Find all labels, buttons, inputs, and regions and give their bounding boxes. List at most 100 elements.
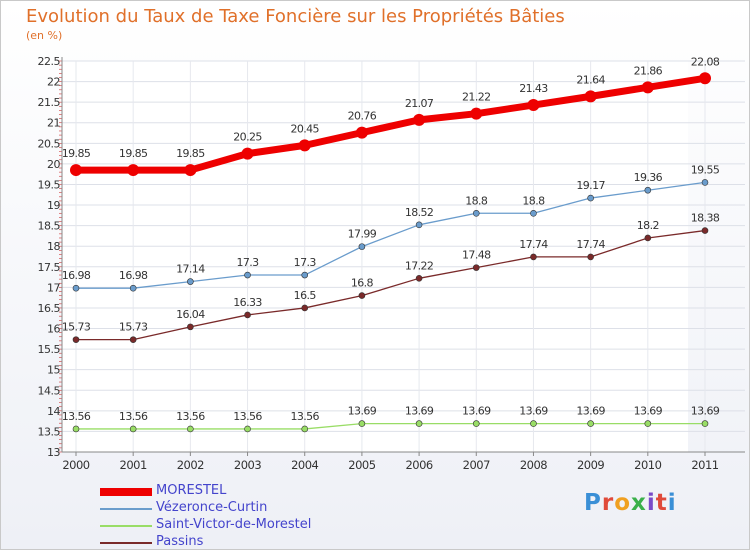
data-label: 13.69 bbox=[691, 405, 720, 418]
data-point bbox=[470, 107, 483, 120]
data-label: 16.98 bbox=[119, 269, 148, 282]
data-label: 13.56 bbox=[233, 410, 262, 423]
x-tick-label: 2009 bbox=[577, 458, 604, 472]
x-tick-label: 2005 bbox=[348, 458, 375, 472]
x-tick-label: 2007 bbox=[463, 458, 490, 472]
data-label: 17.22 bbox=[405, 259, 434, 272]
y-tick-label: 13.5 bbox=[38, 425, 61, 438]
data-point bbox=[358, 420, 366, 427]
data-label: 17.3 bbox=[294, 256, 317, 269]
data-label: 18.8 bbox=[522, 194, 545, 207]
logo-letter: P bbox=[584, 490, 602, 516]
legend-label: Saint-Victor-de-Morestel bbox=[156, 517, 312, 532]
y-tick-label: 20 bbox=[47, 158, 60, 171]
legend-label: Vézeronce-Curtin bbox=[156, 500, 268, 515]
data-point bbox=[72, 336, 80, 343]
data-label: 13.56 bbox=[290, 410, 319, 423]
data-label: 17.99 bbox=[348, 228, 377, 241]
x-tick-label: 2004 bbox=[291, 458, 318, 472]
data-point bbox=[587, 194, 594, 202]
data-point bbox=[244, 425, 251, 433]
data-point bbox=[358, 243, 366, 250]
data-label: 13.69 bbox=[519, 405, 548, 418]
data-point bbox=[527, 99, 540, 112]
data-label: 15.73 bbox=[119, 321, 148, 334]
data-point bbox=[701, 420, 709, 427]
data-point bbox=[701, 179, 709, 186]
logo-letter: o bbox=[614, 490, 632, 516]
legend-swatch bbox=[100, 542, 152, 544]
data-point bbox=[701, 227, 709, 234]
data-label: 20.25 bbox=[233, 131, 262, 144]
data-label: 17.3 bbox=[236, 256, 259, 269]
unit-label: (en %) bbox=[26, 29, 63, 42]
y-tick-label: 15 bbox=[47, 364, 60, 377]
y-tick-label: 19.5 bbox=[38, 178, 61, 191]
data-point bbox=[530, 420, 537, 427]
chart-title: Evolution du Taux de Taxe Foncière sur l… bbox=[26, 6, 565, 27]
data-label: 19.85 bbox=[119, 147, 148, 160]
data-point bbox=[127, 164, 140, 177]
y-tick-label: 15.5 bbox=[38, 343, 61, 356]
data-point bbox=[355, 126, 368, 139]
data-label: 17.74 bbox=[519, 238, 548, 251]
data-label: 13.69 bbox=[576, 405, 605, 418]
data-point bbox=[72, 284, 80, 292]
data-point bbox=[587, 253, 594, 261]
data-point bbox=[298, 139, 311, 152]
x-tick-label: 2008 bbox=[520, 458, 547, 472]
data-label: 13.69 bbox=[462, 405, 491, 418]
x-tick-label: 2006 bbox=[405, 458, 432, 472]
logo-letter: t bbox=[655, 490, 668, 516]
logo-letter: i bbox=[646, 490, 656, 516]
data-label: 21.07 bbox=[405, 97, 434, 110]
data-point bbox=[301, 425, 309, 433]
data-point bbox=[187, 323, 194, 331]
y-tick-label: 17 bbox=[47, 281, 60, 294]
data-label: 13.56 bbox=[176, 410, 205, 423]
y-tick-label: 13 bbox=[47, 446, 60, 459]
data-label: 21.43 bbox=[519, 82, 548, 95]
data-point bbox=[241, 147, 254, 160]
y-tick-label: 19 bbox=[47, 199, 60, 212]
data-point bbox=[301, 304, 309, 312]
x-tick-label: 2002 bbox=[177, 458, 204, 472]
y-tick-label: 20.5 bbox=[38, 137, 61, 150]
data-label: 13.69 bbox=[348, 405, 377, 418]
data-point bbox=[472, 209, 480, 217]
data-label: 16.98 bbox=[62, 269, 91, 282]
data-point bbox=[301, 271, 309, 279]
y-tick-label: 17.5 bbox=[38, 261, 61, 274]
legend-label: MORESTEL bbox=[156, 483, 227, 498]
data-label: 17.14 bbox=[176, 263, 205, 276]
data-label: 16.5 bbox=[294, 289, 317, 302]
legend-swatch bbox=[100, 488, 152, 496]
data-point bbox=[413, 113, 426, 126]
x-tick-label: 2003 bbox=[234, 458, 261, 472]
data-label: 13.69 bbox=[634, 405, 663, 418]
data-point bbox=[530, 209, 537, 217]
data-point bbox=[699, 72, 711, 85]
data-label: 19.85 bbox=[62, 147, 91, 160]
data-point bbox=[415, 420, 423, 427]
data-label: 18.38 bbox=[691, 212, 720, 225]
data-point bbox=[129, 336, 137, 343]
legend-swatch bbox=[100, 508, 152, 510]
series-line-4 bbox=[75, 229, 706, 341]
data-point bbox=[530, 253, 537, 261]
data-label: 21.86 bbox=[634, 64, 663, 77]
logo-letter: r bbox=[601, 490, 615, 516]
data-point bbox=[584, 90, 597, 103]
data-point bbox=[644, 186, 652, 194]
data-point bbox=[187, 425, 194, 433]
data-label: 17.74 bbox=[576, 238, 605, 251]
x-tick-label: 2001 bbox=[120, 458, 147, 472]
x-tick-label: 2010 bbox=[634, 458, 661, 472]
data-point bbox=[644, 234, 652, 242]
data-label: 22.08 bbox=[691, 55, 720, 68]
data-label: 19.85 bbox=[176, 147, 205, 160]
y-tick-label: 21.5 bbox=[38, 96, 61, 109]
y-tick-label: 16.5 bbox=[38, 302, 61, 315]
data-point bbox=[472, 264, 480, 271]
